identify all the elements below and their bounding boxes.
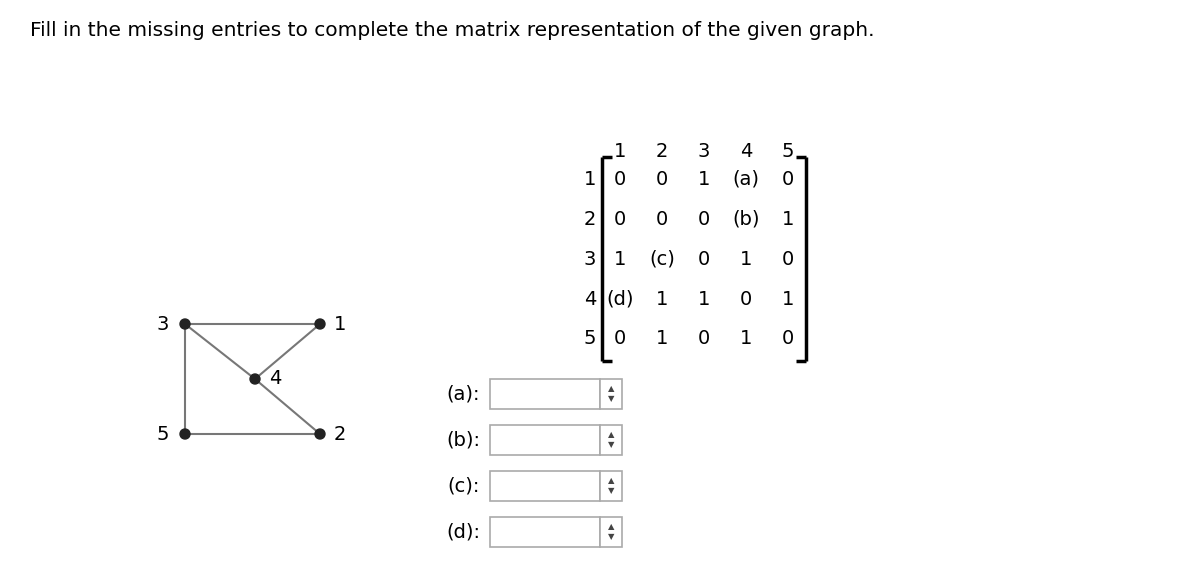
Text: ▼: ▼ [607, 533, 614, 542]
Text: 0: 0 [782, 329, 794, 348]
Circle shape [180, 429, 190, 439]
Text: 0: 0 [614, 329, 626, 348]
Text: 0: 0 [614, 209, 626, 229]
Text: 1: 1 [656, 290, 668, 308]
Text: 5: 5 [781, 142, 794, 160]
FancyBboxPatch shape [490, 517, 600, 547]
Text: ▲: ▲ [607, 385, 614, 394]
Text: 2: 2 [334, 424, 347, 443]
Circle shape [250, 374, 260, 384]
Text: 0: 0 [614, 170, 626, 188]
Text: ▼: ▼ [607, 486, 614, 496]
Text: ▲: ▲ [607, 522, 614, 531]
Text: (d):: (d): [446, 522, 480, 542]
Text: 0: 0 [656, 170, 668, 188]
Text: 3: 3 [584, 249, 596, 269]
Text: (b):: (b): [446, 431, 480, 450]
Text: 1: 1 [740, 249, 752, 269]
Text: ▲: ▲ [607, 476, 614, 485]
Text: 0: 0 [656, 209, 668, 229]
Text: 0: 0 [782, 170, 794, 188]
Text: Ex: 0/1: Ex: 0/1 [496, 386, 550, 402]
Circle shape [180, 319, 190, 329]
Text: 2: 2 [656, 142, 668, 160]
Text: ▼: ▼ [607, 394, 614, 403]
Text: 5: 5 [583, 329, 596, 348]
Circle shape [314, 319, 325, 329]
Text: ▼: ▼ [607, 440, 614, 450]
Text: 1: 1 [782, 209, 794, 229]
Text: (a): (a) [732, 170, 760, 188]
Text: 1: 1 [334, 315, 347, 333]
Text: ▲: ▲ [607, 431, 614, 439]
FancyBboxPatch shape [490, 425, 600, 455]
Text: 1: 1 [698, 170, 710, 188]
Text: 3: 3 [698, 142, 710, 160]
FancyBboxPatch shape [600, 517, 622, 547]
Text: 4: 4 [740, 142, 752, 160]
Text: 1: 1 [656, 329, 668, 348]
Text: (c):: (c): [448, 476, 480, 496]
Text: 4: 4 [269, 369, 281, 389]
Text: 2: 2 [584, 209, 596, 229]
Text: 0: 0 [740, 290, 752, 308]
FancyBboxPatch shape [490, 379, 600, 409]
Text: (d): (d) [606, 290, 634, 308]
Text: 1: 1 [698, 290, 710, 308]
Text: 1: 1 [740, 329, 752, 348]
FancyBboxPatch shape [600, 379, 622, 409]
Text: 5: 5 [156, 424, 169, 443]
Text: 3: 3 [157, 315, 169, 333]
Circle shape [314, 429, 325, 439]
Text: 1: 1 [584, 170, 596, 188]
Text: 1: 1 [782, 290, 794, 308]
FancyBboxPatch shape [600, 425, 622, 455]
Text: (b): (b) [732, 209, 760, 229]
Text: (c): (c) [649, 249, 674, 269]
FancyBboxPatch shape [600, 471, 622, 501]
Text: 1: 1 [614, 142, 626, 160]
FancyBboxPatch shape [490, 471, 600, 501]
Text: 0: 0 [782, 249, 794, 269]
Text: 0: 0 [698, 329, 710, 348]
Text: (a):: (a): [446, 385, 480, 403]
Text: Fill in the missing entries to complete the matrix representation of the given g: Fill in the missing entries to complete … [30, 21, 875, 40]
Text: 0: 0 [698, 209, 710, 229]
Text: 4: 4 [584, 290, 596, 308]
Text: 0: 0 [698, 249, 710, 269]
Text: 1: 1 [614, 249, 626, 269]
